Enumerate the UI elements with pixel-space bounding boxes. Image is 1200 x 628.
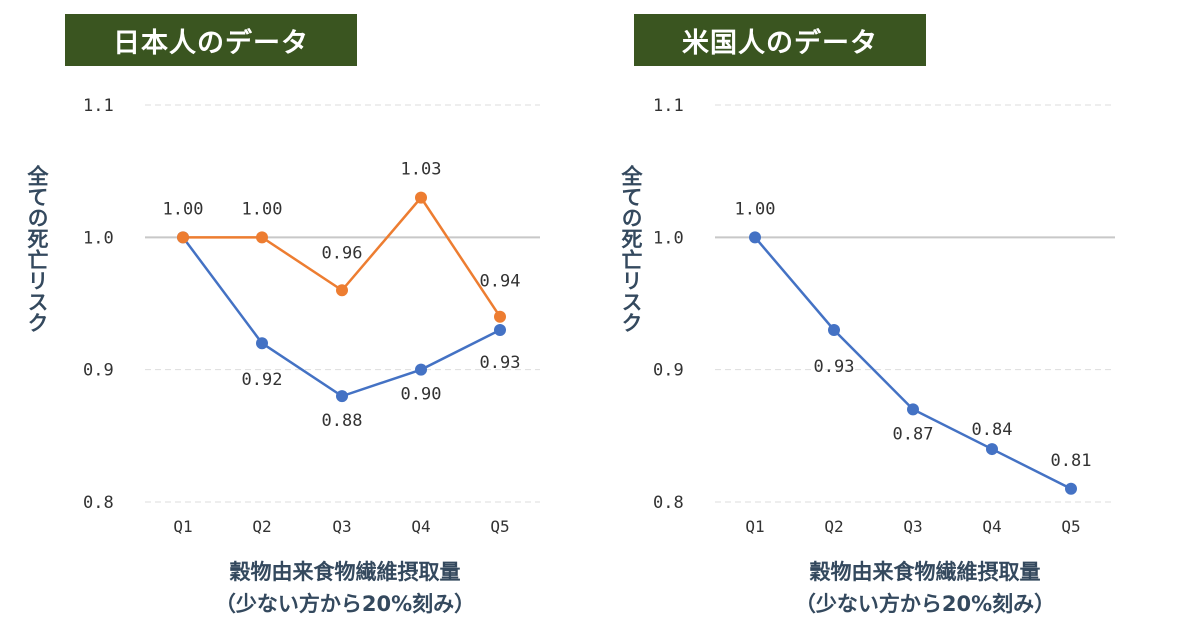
- x-tick-label: Q5: [1061, 517, 1080, 536]
- chart-title: 米国人のデータ: [634, 14, 926, 66]
- x-tick-label: Q2: [252, 517, 271, 536]
- data-point: [494, 310, 506, 323]
- x-axis-label-sub: （少ない方から20%刻み）: [794, 592, 1056, 616]
- y-tick-label: 1.0: [83, 228, 114, 248]
- x-tick-label: Q4: [982, 517, 1001, 536]
- y-axis-label: 全ての死亡リスク: [25, 165, 49, 333]
- x-axis-label-main: 穀物由来食物繊維摂取量: [809, 560, 1041, 584]
- chart-title: 日本人のデータ: [65, 14, 357, 66]
- line-chart-american: 0.8 0.9 1.0 1.1 Q1 Q2 Q3 Q4 Q5 1.00 0.93 0.87 0.84 0.…: [653, 96, 1115, 536]
- y-tick-label: 0.8: [83, 493, 114, 513]
- x-tick-label: Q5: [490, 517, 509, 536]
- y-tick-label: 0.8: [653, 493, 684, 513]
- data-point: [749, 231, 761, 244]
- y-tick-label: 1.1: [83, 96, 114, 116]
- data-point: [177, 231, 189, 244]
- x-tick-label: Q1: [745, 517, 764, 536]
- data-point: [336, 284, 348, 297]
- series-line: [754, 236, 1072, 490]
- data-label: 0.93: [814, 357, 855, 377]
- data-point: [256, 337, 268, 350]
- data-point: [1065, 482, 1077, 495]
- y-tick-label: 0.9: [83, 361, 114, 381]
- data-point: [494, 323, 506, 336]
- x-tick-label: Q3: [332, 517, 351, 536]
- data-point: [828, 323, 840, 336]
- data-label: 0.96: [322, 243, 363, 263]
- x-tick-label: Q4: [411, 517, 430, 536]
- x-axis-label: 穀物由来食物繊維摂取量 （少ない方から20%刻み）: [665, 556, 1185, 620]
- y-tick-label: 1.1: [653, 96, 684, 116]
- y-tick-label: 0.9: [653, 361, 684, 381]
- data-label: 1.00: [242, 199, 283, 219]
- x-axis-label-sub: （少ない方から20%刻み）: [214, 592, 476, 616]
- data-label: 0.87: [893, 424, 934, 444]
- data-point: [986, 443, 998, 456]
- line-chart-japanese: 0.8 0.9 1.0 1.1 Q1 Q2 Q3 Q4 Q5 0.92 0.88 0.90 0.93 1.…: [83, 96, 540, 536]
- data-label: 1.03: [401, 160, 442, 180]
- y-tick-label: 1.0: [653, 228, 684, 248]
- data-point: [415, 363, 427, 376]
- data-label: 1.00: [735, 199, 776, 219]
- x-tick-label: Q2: [824, 517, 843, 536]
- data-label: 0.84: [972, 420, 1013, 440]
- data-label: 0.93: [480, 353, 521, 373]
- data-point: [256, 231, 268, 244]
- chart-panel-american: 0.8 0.9 1.0 1.1 Q1 Q2 Q3 Q4 Q5 1.00 0.93 0.87 0.84 0.…: [600, 0, 1200, 628]
- x-axis-label-main: 穀物由来食物繊維摂取量: [229, 560, 461, 584]
- x-axis-label: 穀物由来食物繊維摂取量 （少ない方から20%刻み）: [85, 556, 605, 620]
- data-label: 0.88: [322, 411, 363, 431]
- data-label: 0.94: [480, 272, 521, 292]
- data-point: [907, 403, 919, 416]
- data-label: 0.92: [242, 370, 283, 390]
- data-label: 0.90: [401, 385, 442, 405]
- x-tick-label: Q3: [903, 517, 922, 536]
- data-label: 0.81: [1051, 451, 1092, 471]
- chart-panel-japanese: 0.8 0.9 1.0 1.1 Q1 Q2 Q3 Q4 Q5 0.92 0.88 0.90 0.93 1.…: [25, 14, 540, 616]
- data-point: [415, 191, 427, 204]
- data-label: 1.00: [163, 199, 204, 219]
- x-tick-label: Q1: [173, 517, 192, 536]
- data-point: [336, 390, 348, 403]
- y-axis-label: 全ての死亡リスク: [619, 165, 643, 333]
